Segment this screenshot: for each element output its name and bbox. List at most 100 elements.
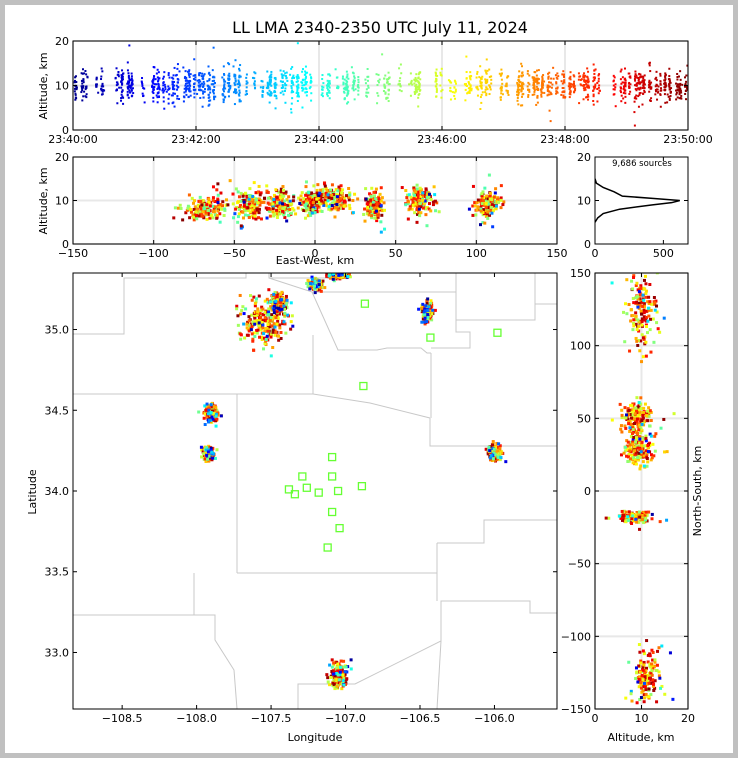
source-point: [212, 75, 215, 78]
source-point: [162, 96, 165, 99]
source-point: [173, 66, 176, 69]
source-point: [261, 95, 264, 98]
source-point: [499, 98, 502, 101]
source-point: [167, 102, 170, 105]
source-point: [516, 81, 519, 84]
source-point: [583, 79, 586, 82]
source-point: [479, 198, 483, 202]
source-point: [550, 77, 553, 80]
source-point: [262, 87, 265, 90]
source-point: [336, 208, 340, 212]
source-point: [427, 202, 431, 206]
source-point: [353, 192, 357, 196]
source-point: [143, 101, 146, 104]
source-point: [253, 71, 256, 74]
source-point: [282, 320, 286, 324]
source-point: [481, 221, 485, 225]
source-point: [414, 76, 417, 79]
source-point: [215, 408, 219, 412]
source-point: [379, 199, 383, 203]
source-point: [372, 194, 376, 198]
source-point: [516, 88, 519, 91]
source-point: [517, 93, 520, 96]
source-point: [266, 329, 270, 333]
source-point: [281, 300, 285, 304]
source-point: [585, 83, 588, 86]
source-point: [636, 87, 639, 90]
source-point: [370, 186, 374, 190]
source-point: [258, 193, 262, 197]
source-point: [536, 88, 539, 91]
source-point: [346, 102, 349, 105]
source-point: [469, 84, 472, 87]
source-point: [130, 89, 133, 92]
source-point: [655, 76, 658, 79]
source-point: [656, 88, 659, 91]
source-point: [489, 454, 493, 458]
source-point: [152, 82, 155, 85]
source-point: [299, 198, 303, 202]
source-point: [326, 87, 329, 90]
source-point: [374, 201, 378, 205]
source-point: [487, 173, 491, 177]
source-point: [521, 93, 524, 96]
source-point: [635, 89, 638, 92]
source-point: [292, 74, 295, 77]
source-point: [549, 91, 552, 94]
source-point: [246, 320, 250, 324]
source-point: [254, 297, 258, 301]
source-point: [376, 92, 379, 95]
source-point: [562, 70, 565, 73]
source-point: [353, 81, 356, 84]
source-point: [353, 98, 356, 101]
source-point: [376, 215, 380, 219]
source-point: [292, 208, 296, 212]
source-point: [419, 188, 423, 192]
source-point: [413, 82, 416, 85]
source-point: [488, 84, 491, 87]
source-point: [640, 81, 643, 84]
source-point: [638, 73, 641, 76]
source-point: [492, 447, 496, 451]
source-point: [222, 90, 225, 93]
source-point: [642, 92, 645, 95]
source-point: [572, 74, 575, 77]
source-point: [363, 219, 367, 223]
source-point: [453, 79, 456, 82]
source-point: [385, 96, 388, 99]
source-point: [260, 337, 264, 341]
source-point: [328, 89, 331, 92]
source-point: [643, 74, 646, 77]
source-point: [498, 458, 502, 462]
source-point: [678, 91, 681, 94]
source-point: [153, 75, 156, 78]
source-point: [326, 79, 329, 82]
source-point: [516, 90, 519, 93]
source-point: [343, 98, 346, 101]
source-point: [199, 83, 202, 86]
source-point: [573, 75, 576, 78]
source-point: [374, 209, 378, 213]
source-point: [469, 87, 472, 90]
source-point: [352, 89, 355, 92]
source-point: [495, 445, 499, 449]
source-point: [439, 71, 442, 74]
source-point: [479, 65, 482, 68]
source-point: [425, 301, 429, 305]
source-point: [376, 210, 380, 214]
source-point: [322, 82, 325, 85]
source-point: [433, 199, 437, 203]
source-point: [655, 90, 658, 93]
source-point: [506, 90, 509, 93]
source-point: [309, 213, 313, 217]
source-point: [629, 90, 632, 93]
source-point: [220, 204, 224, 208]
source-point: [417, 96, 420, 99]
source-point: [211, 446, 215, 450]
source-point: [578, 102, 581, 105]
source-point: [304, 216, 308, 220]
source-point: [312, 206, 316, 210]
source-point: [208, 86, 211, 89]
source-point: [542, 74, 545, 77]
source-point: [142, 87, 145, 90]
